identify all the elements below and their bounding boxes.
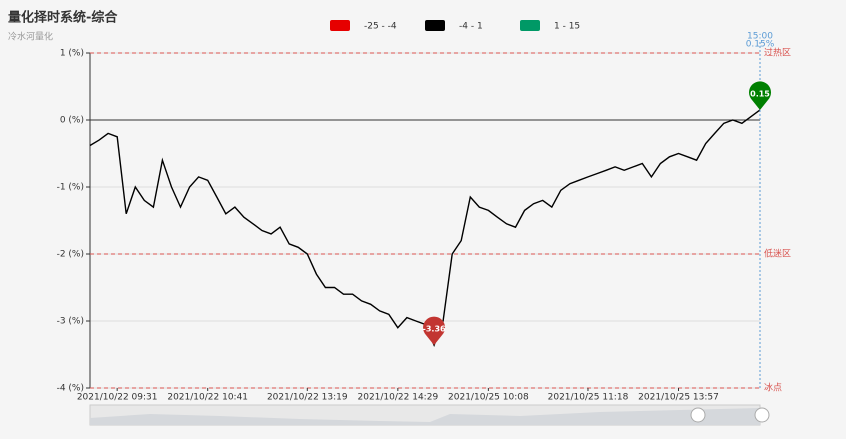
data-zoom-preview — [90, 408, 760, 425]
data-zoom-handle[interactable] — [754, 407, 770, 423]
mark-line-label: 低迷区 — [764, 248, 791, 260]
mark-pin-label: 0.15 — [750, 89, 770, 98]
legend-swatch — [425, 20, 445, 31]
legend-swatch — [330, 20, 350, 31]
x-tick-label: 2021/10/22 13:19 — [267, 393, 348, 403]
legend-swatch — [520, 20, 540, 31]
mark-pin — [423, 316, 446, 346]
y-tick-label: -3 (%) — [57, 317, 84, 327]
x-tick-label: 2021/10/22 10:41 — [167, 393, 248, 403]
y-tick-label: -2 (%) — [57, 250, 84, 260]
pointer-value: 0.15% — [746, 40, 775, 50]
x-tick-label: 2021/10/25 11:18 — [548, 393, 629, 403]
y-tick-label: -4 (%) — [57, 384, 84, 394]
chart-title: 量化择时系统-综合 — [8, 10, 118, 26]
legend-label: -25 - -4 — [364, 22, 397, 32]
y-tick-label: -1 (%) — [57, 183, 84, 193]
mark-line-label: 过热区 — [764, 47, 791, 59]
legend-label: -4 - 1 — [459, 22, 483, 32]
mark-pin-label: -3.36 — [423, 325, 446, 334]
x-tick-label: 2021/10/22 09:31 — [77, 393, 158, 403]
series-line — [89, 109, 761, 347]
data-zoom-handle[interactable] — [690, 407, 706, 423]
mark-line-label: 冰点 — [764, 382, 782, 394]
x-tick-label: 2021/10/22 14:29 — [358, 393, 439, 403]
legend-label: 1 - 15 — [554, 22, 580, 32]
y-tick-label: 1 (%) — [60, 49, 84, 59]
pointer-time: 15:00 — [747, 32, 773, 42]
mark-pin — [749, 81, 771, 110]
y-tick-label: 0 (%) — [60, 116, 84, 126]
x-tick-label: 2021/10/25 10:08 — [448, 393, 529, 403]
x-tick-label: 2021/10/25 13:57 — [638, 393, 719, 403]
chart-subtitle: 冷水河量化 — [8, 31, 53, 43]
